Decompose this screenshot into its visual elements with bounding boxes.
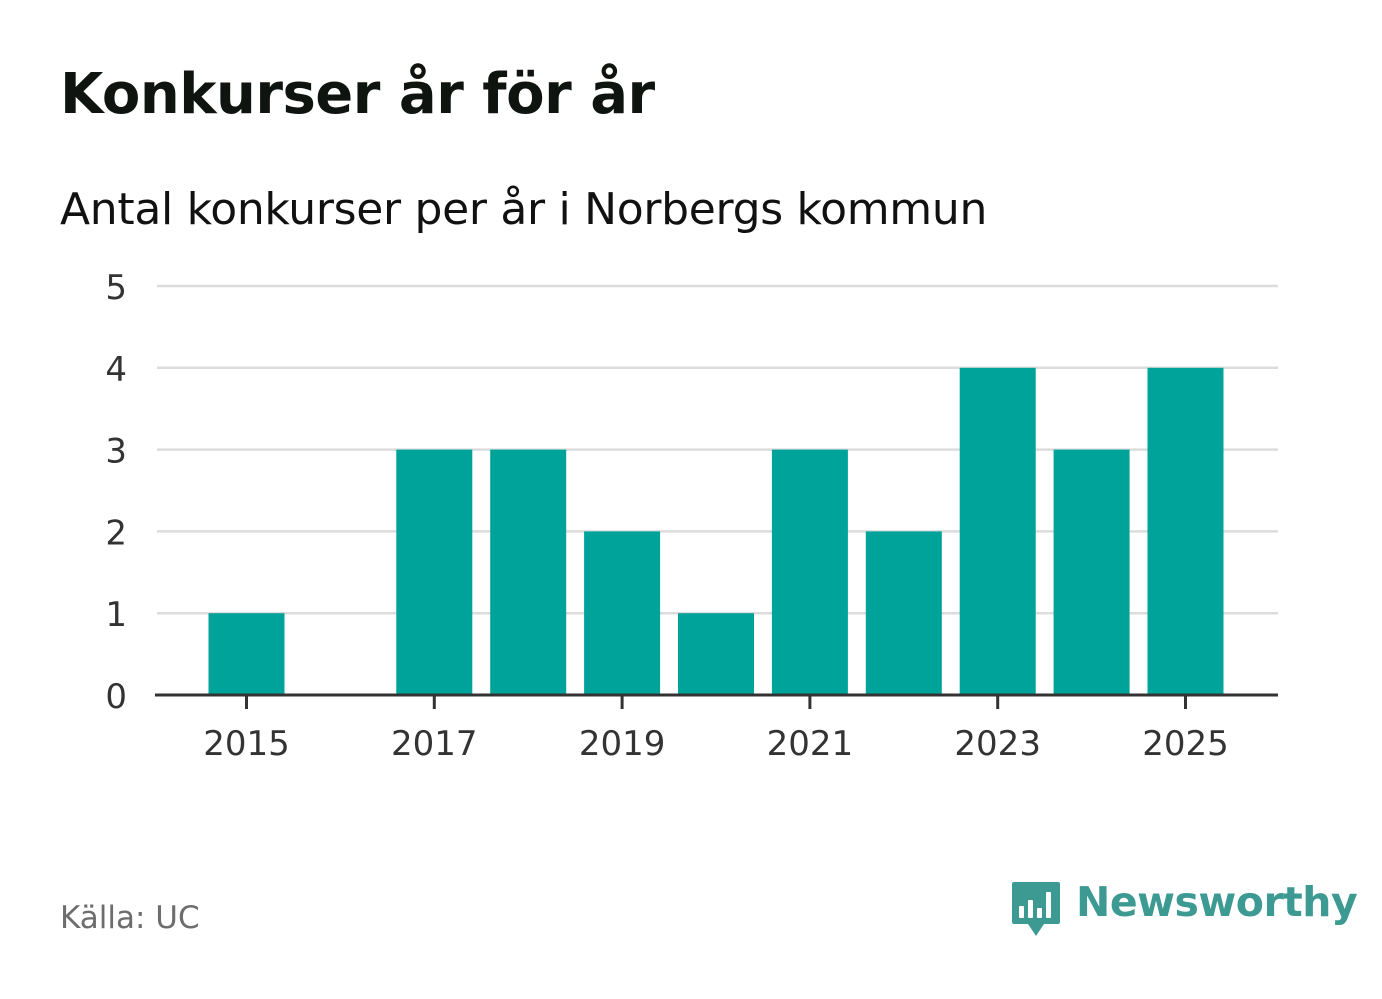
x-tick-label: 2015 bbox=[203, 724, 290, 764]
y-tick-label: 4 bbox=[105, 350, 127, 390]
bar-chart: 0 1 2 3 4 5 2015 2017 2019 2021 2023 2025 bbox=[105, 268, 1278, 764]
y-tick-label: 3 bbox=[105, 432, 127, 472]
y-tick-label: 1 bbox=[105, 595, 127, 635]
bar-2017 bbox=[396, 449, 473, 695]
bar-2022 bbox=[865, 531, 942, 695]
x-axis-tick-labels: 2015 2017 2019 2021 2023 2025 bbox=[203, 724, 1229, 764]
brand: Newsworthy bbox=[1010, 878, 1358, 942]
y-tick-label: 2 bbox=[105, 513, 127, 553]
bar-2015 bbox=[208, 613, 285, 695]
chart-subtitle: Antal konkurser per år i Norbergs kommun bbox=[60, 184, 988, 235]
bar-2019 bbox=[584, 531, 661, 695]
x-tick-label: 2025 bbox=[1142, 724, 1229, 764]
x-tick-label: 2023 bbox=[954, 724, 1041, 764]
y-tick-label: 0 bbox=[105, 677, 127, 717]
bar-2025 bbox=[1147, 367, 1224, 695]
y-axis-tick-labels: 0 1 2 3 4 5 bbox=[105, 268, 127, 717]
chart-title: Konkurser år för år bbox=[60, 62, 655, 127]
y-tick-label: 5 bbox=[105, 268, 127, 308]
bar-2021 bbox=[771, 449, 848, 695]
x-tick-label: 2021 bbox=[767, 724, 854, 764]
brand-name: Newsworthy bbox=[1076, 878, 1358, 926]
bar-2020 bbox=[678, 613, 754, 695]
bars bbox=[208, 367, 1224, 695]
x-tick-label: 2019 bbox=[579, 724, 666, 764]
x-tick-label: 2017 bbox=[391, 724, 478, 764]
newsworthy-bar-chart-speech-bubble-icon bbox=[1012, 882, 1060, 936]
bar-2018 bbox=[490, 449, 567, 695]
bar-2024 bbox=[1053, 449, 1130, 695]
bar-2023 bbox=[959, 367, 1036, 695]
source-note: Källa: UC bbox=[60, 900, 200, 936]
x-axis bbox=[155, 693, 1278, 709]
